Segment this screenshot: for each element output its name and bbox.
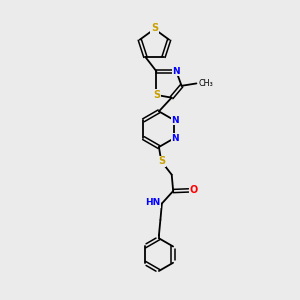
Text: S: S xyxy=(158,156,166,166)
Text: N: N xyxy=(171,134,179,142)
Text: S: S xyxy=(151,23,158,33)
Text: N: N xyxy=(171,116,179,125)
Text: HN: HN xyxy=(146,198,161,207)
Text: CH₃: CH₃ xyxy=(198,79,213,88)
Text: N: N xyxy=(172,67,180,76)
Text: S: S xyxy=(153,90,160,100)
Text: O: O xyxy=(190,185,198,195)
